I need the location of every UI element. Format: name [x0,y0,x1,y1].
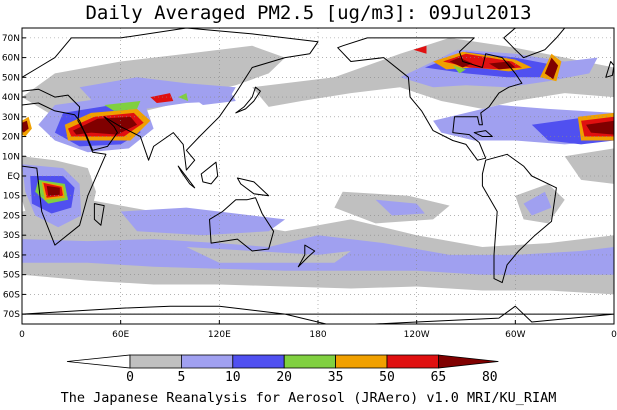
pm25-region-lightblue [523,191,552,216]
lat-tick-label: 10S [3,192,20,202]
coastline-eurasia [22,28,319,171]
colorbar-label: 5 [177,370,185,385]
pm25-region-red [413,45,427,54]
latitude-labels: 70N 60N 50N 40N 30N 20N 10N EQ 10S 20S 30S 40S 50S 60… [2,34,26,320]
lat-tick-label: 20S [3,211,20,221]
pm25-region-darkred [489,61,516,70]
lat-tick-label: 30N [2,113,20,123]
coastline-borneo [200,161,219,185]
pm25-region-lightblue [186,87,236,105]
lat-tick-label: 50S [3,271,20,281]
coastline-australia [209,197,275,252]
colorbar-label: 65 [431,370,447,385]
lon-tick-label: 180 [309,330,326,340]
pm25-region-darkred [586,120,614,135]
lat-tick-label: 60S [3,290,20,300]
coastline-south-america [481,153,557,284]
lon-tick-label: 0 [19,330,25,340]
colorbar-bin [386,354,439,369]
colorbar-bin [283,354,337,369]
coastline-new-guinea [236,177,270,197]
colorbar-label: 35 [328,370,344,385]
pm25-region-darkred [22,120,29,133]
colorbar-bin [335,354,388,369]
colorbar-label: 80 [482,370,498,385]
graticule [22,28,614,324]
lon-tick-label: 60W [505,330,525,340]
coastline-madagascar [93,203,105,226]
pm25-region-lightblue [375,199,425,216]
lon-tick-label: 0 [611,330,617,340]
pm25-region-darkred [544,57,559,80]
pm25-region-lightblue [120,207,286,236]
pm25-region-green [452,65,466,74]
lat-tick-label: EQ [7,172,20,182]
pm25-region-gray [186,247,351,263]
coastline-japan [235,86,261,114]
lat-tick-label: 40N [2,93,20,103]
lat-tick-label: 60N [2,54,20,64]
pm25-field-layer [22,37,614,295]
pm25-region-gray [564,148,614,184]
colorbar-label: 0 [126,370,134,385]
pm25-region-green [104,101,141,111]
colorbar: 0 5 10 20 35 50 65 80 [66,354,499,385]
lat-tick-label: 40S [3,251,20,261]
coastline-north-america [337,37,523,161]
coastline-sumatra [177,165,196,189]
coastline-uk [605,61,614,78]
lat-tick-label: 20N [2,133,20,143]
colorbar-bin [232,354,285,369]
colorbar-bin [180,354,234,369]
pm25-region-darkred [46,185,60,196]
colorbar-bin-lower [66,354,131,369]
longitude-labels: 0 60E 120E 180 120W 60W 0 [19,320,617,340]
coastline-africa [22,102,107,246]
map-title: Daily Averaged PM2.5 [ug/m3]: 09Jul2013 [85,2,532,24]
pm25-region-darkred [73,116,138,135]
coastline-new-zealand [297,244,316,268]
colorbar-bin [129,354,182,369]
coastline-antarctica [22,305,614,324]
colorbar-bin-upper [437,354,499,369]
colorbar-label: 10 [225,370,241,385]
colorbar-label: 20 [276,370,292,385]
lon-tick-label: 60E [112,330,129,340]
pm25-region-darkred [449,57,473,68]
colorbar-label: 50 [379,370,395,385]
lat-tick-label: 30S [3,231,20,241]
coastline-cuba [473,130,493,137]
footer-credit: The Japanese Reanalysis for Aerosol (JRA… [60,390,557,406]
lat-tick-label: 50N [2,73,20,83]
pm25-region-green [178,93,189,101]
coastline-greenland [503,28,566,59]
lon-tick-label: 120W [404,330,430,340]
lat-tick-label: 70N [2,34,20,44]
lat-tick-label: 70S [3,310,20,320]
lat-tick-label: 10N [2,152,20,162]
pm25-region-red [150,93,174,103]
lon-tick-label: 120E [208,330,231,340]
coastline-layer [22,28,614,324]
